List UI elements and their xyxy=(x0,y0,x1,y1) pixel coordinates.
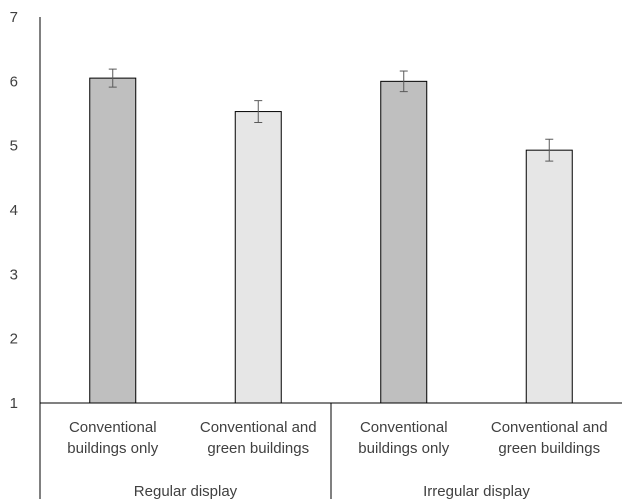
y-tick-label: 7 xyxy=(10,9,18,26)
x-category-label: green buildings xyxy=(498,440,600,457)
x-group-label: Regular display xyxy=(134,483,238,499)
x-category-label: Conventional and xyxy=(200,419,317,436)
bar xyxy=(234,111,282,404)
x-category-label: buildings only xyxy=(67,440,158,457)
x-category-label: Conventional xyxy=(360,419,448,436)
x-category-label: Conventional and xyxy=(491,419,608,436)
x-group-label: Irregular display xyxy=(423,483,530,499)
y-tick-label: 3 xyxy=(10,266,18,283)
y-tick-label: 5 xyxy=(10,138,18,155)
bar xyxy=(89,77,137,404)
y-tick-label: 4 xyxy=(10,202,18,219)
x-category-label: green buildings xyxy=(207,440,309,457)
x-category-label: Conventional xyxy=(69,419,157,436)
y-tick-label: 2 xyxy=(10,331,18,348)
bar xyxy=(525,149,573,404)
x-category-label: buildings only xyxy=(358,440,449,457)
y-tick-label: 1 xyxy=(10,395,18,412)
y-tick-label: 6 xyxy=(10,73,18,90)
bar xyxy=(380,80,428,404)
